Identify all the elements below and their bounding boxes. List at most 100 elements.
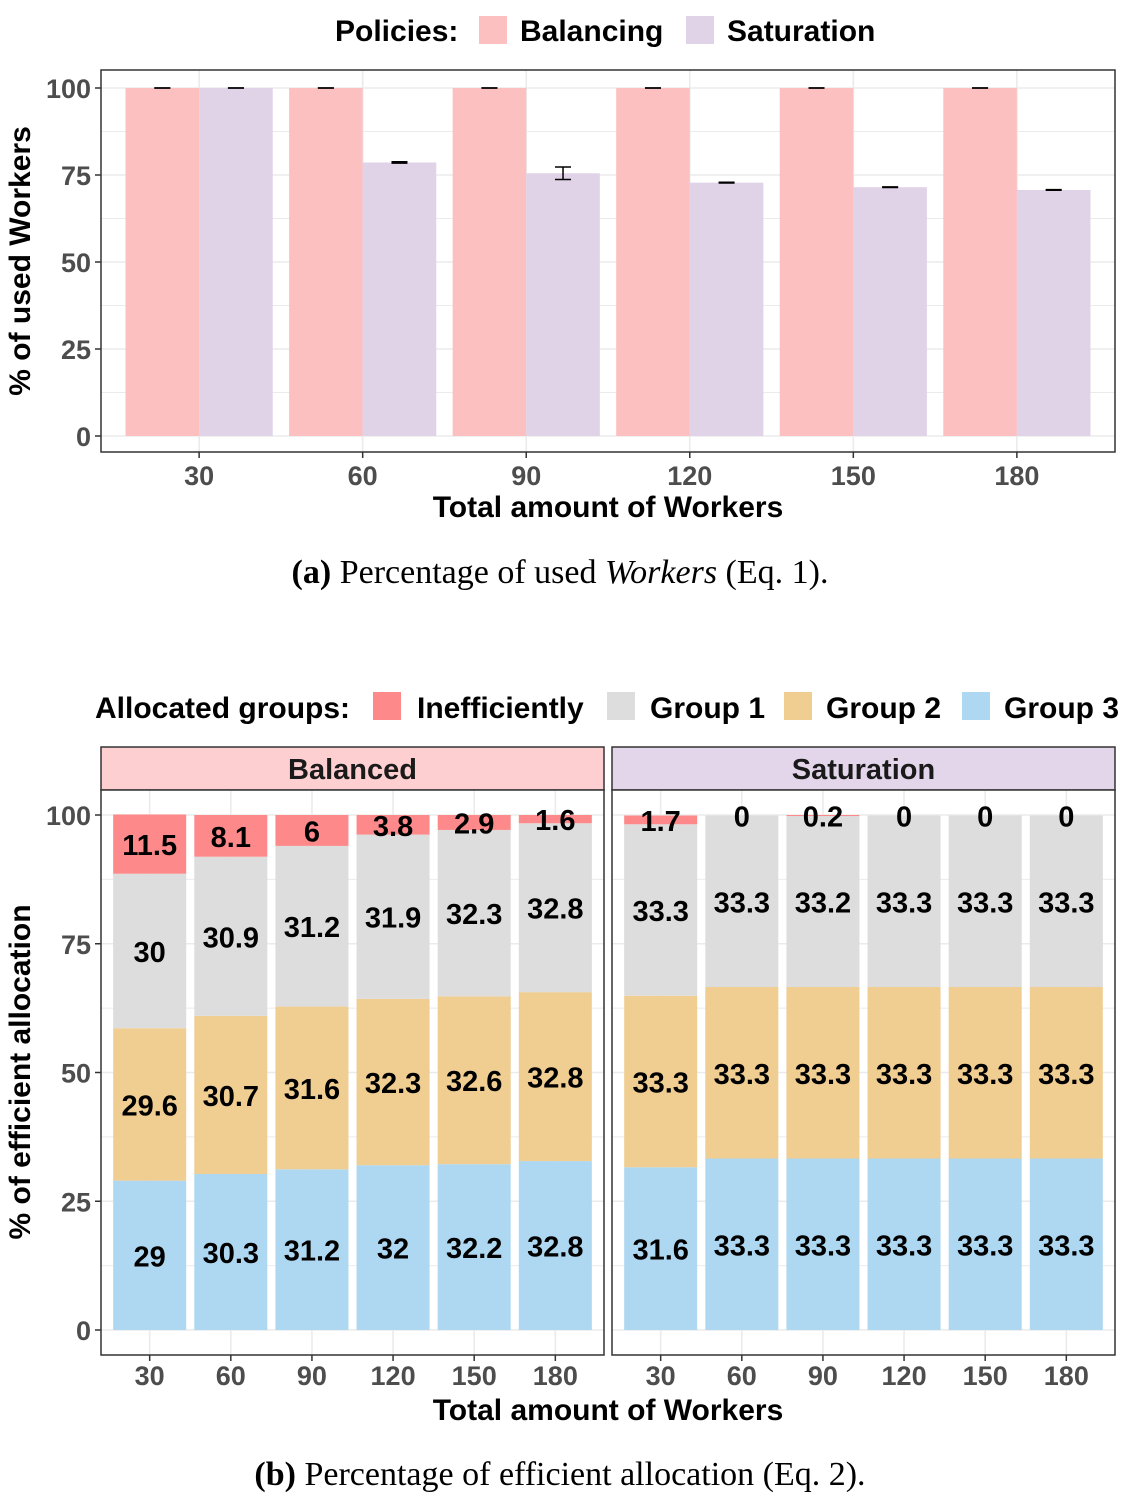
data-label-balanced-group-1-120: 31.9 [365,903,421,935]
legend-b-key-group3 [962,692,990,720]
caption-a-post: (Eq. 1). [717,554,828,591]
chart-a-panel-border [100,69,1116,453]
data-label-saturation-group-3-120: 33.3 [876,1230,932,1262]
caption-a-tag: (a) [292,554,332,591]
bar-saturation-group-2-60 [705,987,779,1159]
chart-a: 0 25 50 75 100 30 60 90 120 150 180 % of used Wor… [4,69,1116,524]
legend-b-key-group1 [607,692,635,720]
bar-saturation-group-3-60 [705,1158,779,1330]
facet-balanced-title: Balanced [288,754,417,786]
data-label-saturation-inefficiently-30: 1.7 [641,806,681,838]
y-tick-label: 50 [61,1059,91,1089]
bar-balanced-group-2-180 [518,992,592,1162]
chart-b-ylabel: % of efficient allocation [4,904,37,1239]
data-label-saturation-group-1-30: 33.3 [632,896,688,928]
bar-saturation-group-2-90 [786,987,860,1159]
facet-balanced-strip [100,746,605,791]
chart-a-error-bars [154,87,1062,192]
bar-balanced-group-2-30 [113,1028,187,1181]
bar-balanced-group-1-150 [437,829,511,997]
data-label-saturation-group-1-150: 33.3 [957,887,1013,919]
bar-balanced-group-2-150 [437,996,511,1165]
bar-saturation-group-2-30 [624,995,698,1168]
y-tick-label: 100 [46,801,91,831]
bar-balancing-60 [289,88,363,436]
bar-saturation-group-1-150 [948,815,1022,988]
bar-saturation-group-1-120 [867,815,941,988]
bar-balanced-inefficiently-150 [437,815,511,830]
x-tick-label: 90 [511,461,541,491]
bar-balanced-inefficiently-30 [113,814,187,874]
legend-b-label-inefficiently: Inefficiently [417,692,584,725]
bar-balanced-group-2-90 [275,1006,349,1170]
bar-balanced-group-1-120 [356,834,430,999]
data-label-saturation-group-3-30: 31.6 [632,1235,688,1267]
data-label-saturation-group-2-150: 33.3 [957,1059,1013,1091]
caption-b-pre: Percentage of efficient allocation (Eq. … [296,1456,866,1493]
legend-a-key-saturation [686,16,714,44]
x-tick-label: 90 [297,1361,327,1391]
bar-saturation-120 [689,182,764,436]
x-tick-label: 60 [727,1361,757,1391]
data-label-saturation-group-2-120: 33.3 [876,1059,932,1091]
x-tick-label: 30 [184,461,214,491]
bar-balanced-inefficiently-60 [194,815,268,857]
bar-balanced-group-1-180 [518,823,592,993]
legend-a-label-balancing: Balancing [520,15,663,48]
bar-saturation-group-3-180 [1029,1158,1103,1330]
data-label-saturation-inefficiently-60: 0 [734,802,750,834]
x-tick-label: 90 [808,1361,838,1391]
bar-balanced-group-1-60 [194,856,268,1016]
legend-b-label-group2: Group 2 [826,692,941,725]
bar-balanced-group-1-90 [275,845,349,1007]
x-tick-label: 30 [646,1361,676,1391]
data-label-balanced-group-3-150: 32.2 [446,1233,502,1265]
bar-saturation-group-3-90 [786,1158,860,1330]
chart-b: Balanced 29 29.6 30 11.5 30.3 30.7 30.9 8.1 31.2… [4,746,1116,1427]
facet-balanced-x-ticks: 30 60 90 120 150 180 [135,1355,578,1391]
facet-balanced-bars [113,814,592,1330]
bar-saturation-group-1-90 [786,816,860,988]
data-label-saturation-group-1-60: 33.3 [714,887,770,919]
legend-a-key-balancing [479,16,507,44]
legend-b-title: Allocated groups: [95,692,350,725]
data-label-balanced-group-2-30: 29.6 [121,1090,177,1122]
data-label-saturation-inefficiently-120: 0 [896,802,912,834]
bar-saturation-150 [853,187,927,436]
bar-saturation-group-3-150 [948,1158,1022,1330]
data-label-saturation-group-1-90: 33.2 [795,888,851,920]
bar-balanced-group-3-120 [356,1165,430,1330]
bar-saturation-inefficiently-90 [786,815,860,817]
facet-saturation-data-labels: 31.6 33.3 33.3 1.7 33.3 33.3 33.3 0 33.3 33.3 33.2… [632,802,1094,1267]
data-label-balanced-group-2-120: 32.3 [365,1068,421,1100]
caption-b-tag: (b) [254,1456,296,1493]
chart-a-y-ticks: 0 25 50 75 100 [46,74,101,452]
x-tick-label: 120 [371,1361,416,1391]
y-tick-label: 75 [61,161,91,191]
data-label-saturation-group-3-60: 33.3 [714,1230,770,1262]
x-tick-label: 180 [994,461,1039,491]
data-label-balanced-group-2-60: 30.7 [203,1081,259,1113]
y-tick-label: 25 [61,1187,91,1217]
chart-a-x-ticks: 30 60 90 120 150 180 [184,452,1039,491]
y-tick-label: 0 [76,422,91,452]
bar-balanced-group-3-30 [113,1180,187,1330]
bar-balancing-30 [125,88,200,436]
facet-saturation-bars [624,815,1103,1330]
x-tick-label: 150 [452,1361,497,1391]
x-tick-label: 180 [1044,1361,1089,1391]
facet-saturation-x-ticks: 30 60 90 120 150 180 [646,1355,1089,1391]
chart-a-ylabel: % of used Workers [4,126,37,396]
data-label-balanced-inefficiently-150: 2.9 [454,808,494,840]
bar-balancing-150 [779,88,854,436]
bar-balanced-group-2-60 [194,1015,268,1174]
bar-saturation-group-2-180 [1029,987,1103,1159]
caption-a-em: Workers [605,554,717,591]
data-label-saturation-group-2-90: 33.3 [795,1059,851,1091]
legend-b: Allocated groups: Inefficiently Group 1 … [95,692,1119,725]
x-tick-label: 120 [667,461,712,491]
legend-b-key-inefficiently [373,692,401,720]
data-label-balanced-group-1-60: 30.9 [203,922,259,954]
bar-saturation-group-2-120 [867,987,941,1159]
